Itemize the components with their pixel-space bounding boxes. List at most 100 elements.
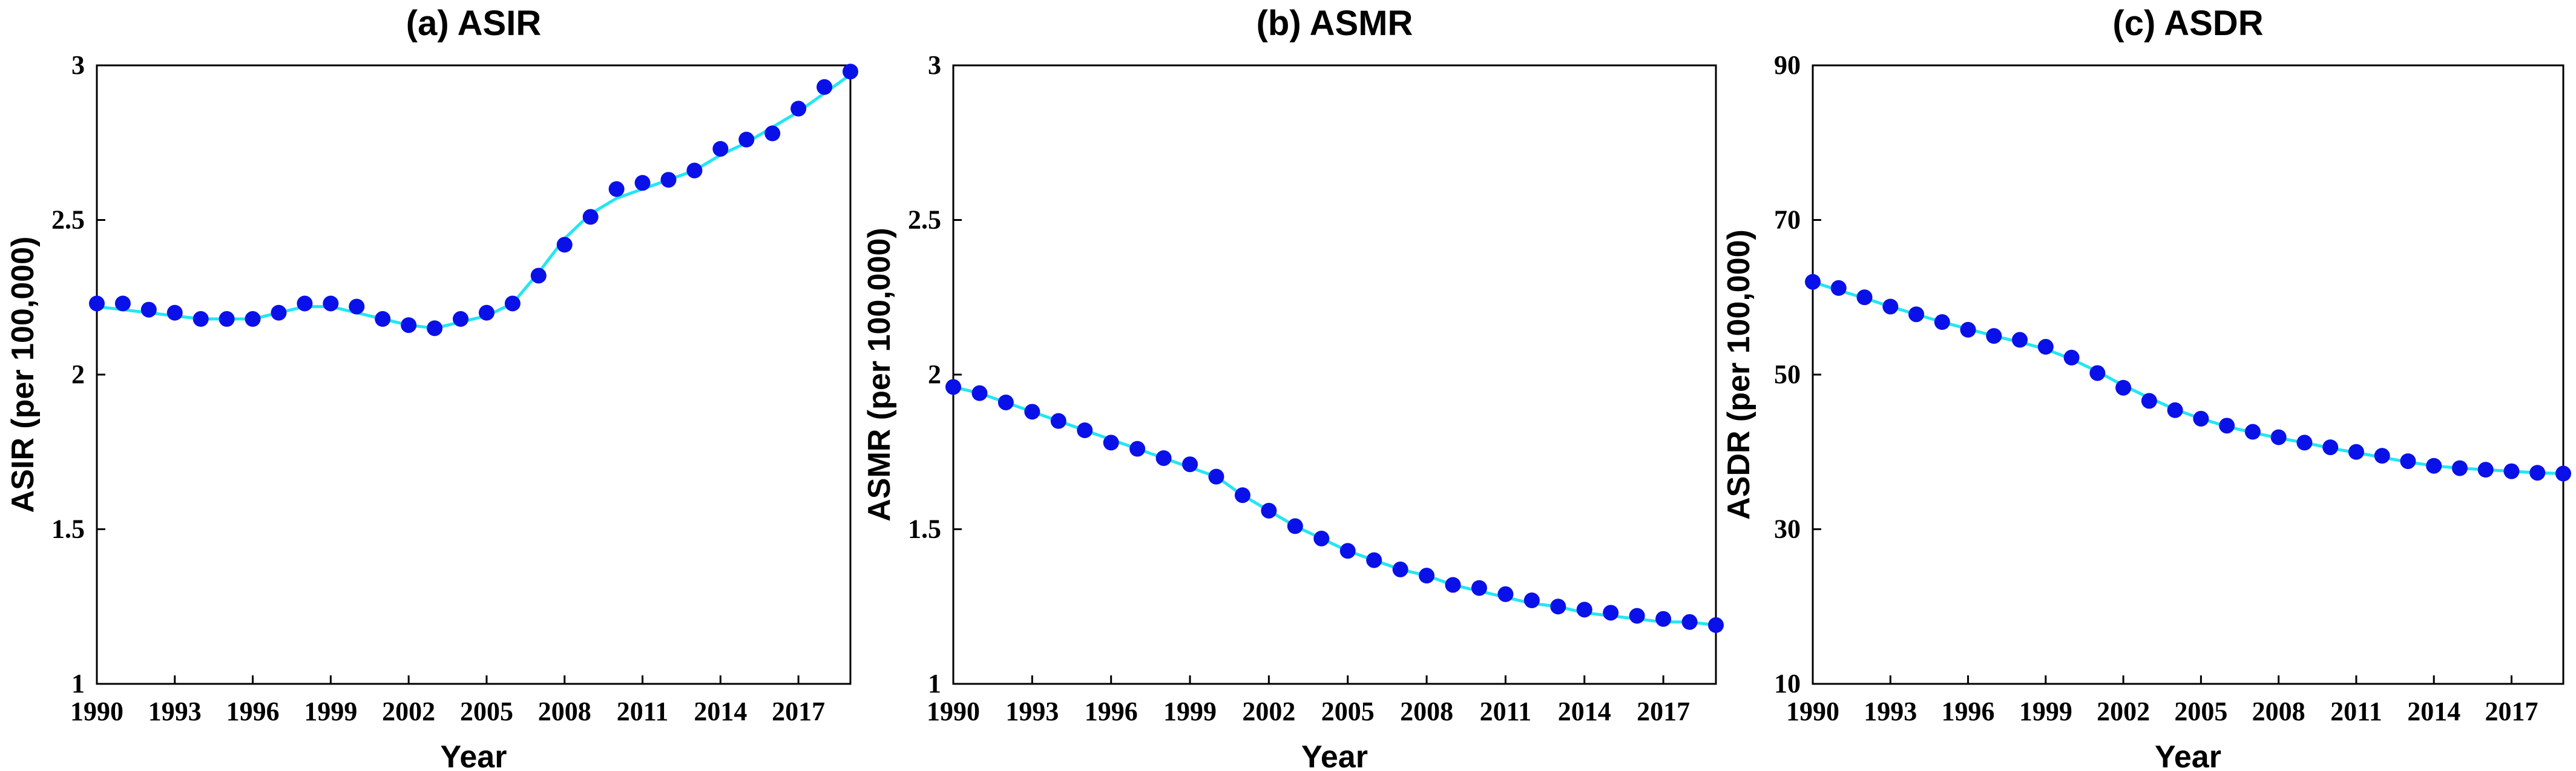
data-point [1629, 608, 1645, 624]
data-point [1419, 568, 1435, 584]
data-point [1934, 314, 1950, 330]
data-point [1986, 328, 2002, 344]
data-point [245, 311, 261, 327]
data-point [1830, 280, 1847, 296]
y-axis-label: ASMR (per 100,000) [862, 228, 897, 522]
data-point [1708, 617, 1724, 633]
data-point [271, 304, 287, 321]
x-axis-label: Year [1301, 740, 1368, 771]
x-tick-label: 1990 [1786, 697, 1839, 726]
data-point [2322, 439, 2339, 456]
x-tick-label: 1999 [304, 697, 357, 726]
data-point [790, 100, 807, 117]
data-point [2012, 332, 2028, 348]
x-tick-label: 2014 [2407, 697, 2460, 726]
x-tick-label: 2008 [2252, 697, 2305, 726]
x-tick-label: 2017 [1637, 697, 1690, 726]
y-tick-label: 1.5 [51, 514, 85, 544]
data-point [1681, 614, 1698, 630]
data-point [1261, 502, 1277, 519]
data-point [738, 131, 755, 148]
x-tick-label: 2011 [1480, 697, 1532, 726]
data-point [2348, 444, 2364, 460]
x-tick-label: 1996 [1942, 697, 1995, 726]
data-point [2089, 365, 2106, 381]
data-point [1908, 306, 1925, 323]
data-point [375, 311, 391, 327]
data-point [1287, 518, 1303, 534]
data-point [2193, 410, 2209, 427]
data-point [686, 162, 703, 179]
data-point [634, 175, 651, 191]
data-point [2141, 393, 2157, 409]
data-point [114, 295, 131, 312]
data-point [971, 385, 988, 401]
data-point [1392, 561, 1408, 577]
data-point [2503, 463, 2520, 479]
chart-title: (c) ASDR [2112, 4, 2263, 43]
y-tick-label: 90 [1774, 50, 1801, 80]
data-point [1182, 456, 1198, 473]
data-point [1882, 298, 1899, 315]
y-axis-label: ASDR (per 100,000) [1721, 229, 1756, 520]
data-point [1339, 543, 1356, 559]
data-point [2477, 462, 2494, 478]
x-tick-label: 2005 [1321, 697, 1375, 726]
x-tick-label: 1993 [1864, 697, 1917, 726]
data-point [997, 394, 1014, 410]
plot-frame [952, 64, 1717, 685]
data-point [2063, 349, 2080, 366]
data-point [1024, 404, 1040, 420]
data-point [166, 304, 183, 321]
data-point [660, 172, 677, 188]
y-tick-label: 3 [71, 50, 85, 80]
data-point [2167, 402, 2183, 418]
data-point [1050, 413, 1066, 429]
data-point [1366, 552, 1382, 568]
x-tick-label: 1996 [226, 697, 280, 726]
x-tick-label: 2005 [2174, 697, 2227, 726]
data-point [1129, 441, 1146, 457]
data-point [218, 311, 235, 327]
chart-panel-asir: (a) ASIR 1990 1993 1996 1999 2002 2005 2008 2011… [5, 4, 858, 771]
x-tick-label: 1999 [2019, 697, 2072, 726]
data-point [582, 209, 599, 225]
y-tick-label: 2 [71, 359, 85, 389]
y-tick-label: 3 [928, 50, 941, 80]
data-point [1603, 605, 1619, 621]
y-tick-label: 50 [1774, 359, 1801, 389]
chart-title: (a) ASIR [406, 4, 541, 43]
data-point [764, 125, 781, 142]
data-point [2115, 379, 2132, 396]
data-point [843, 64, 858, 80]
data-point [1234, 487, 1250, 504]
x-tick-label: 2002 [382, 697, 435, 726]
data-point [1155, 450, 1172, 466]
data-point [2426, 458, 2442, 474]
data-point [478, 304, 494, 321]
data-point [297, 295, 313, 312]
y-tick-label: 30 [1774, 514, 1801, 544]
data-point [1471, 580, 1487, 596]
x-tick-label: 2017 [2485, 697, 2538, 726]
data-point [1805, 274, 1821, 290]
y-tick-label: 1 [928, 669, 941, 698]
chart-panel-asdr: (c) ASDR 1990 1993 1996 1999 2002 2005 2008 2011… [1721, 4, 2571, 771]
x-tick-label: 1990 [927, 697, 980, 726]
data-point [192, 311, 209, 327]
x-tick-label: 1990 [70, 697, 123, 726]
data-point [1445, 577, 1461, 593]
data-point [1103, 435, 1119, 451]
data-point [2244, 424, 2261, 440]
data-point [2374, 448, 2390, 464]
data-point [2555, 465, 2571, 482]
x-tick-label: 2014 [694, 697, 747, 726]
data-point [2529, 465, 2546, 481]
data-point [1960, 321, 1976, 338]
x-tick-label: 2011 [617, 697, 669, 726]
x-tick-label: 2002 [1242, 697, 1295, 726]
y-tick-label: 10 [1774, 669, 1801, 698]
data-point [323, 295, 339, 312]
x-tick-label: 2011 [2330, 697, 2382, 726]
data-point [556, 237, 573, 253]
